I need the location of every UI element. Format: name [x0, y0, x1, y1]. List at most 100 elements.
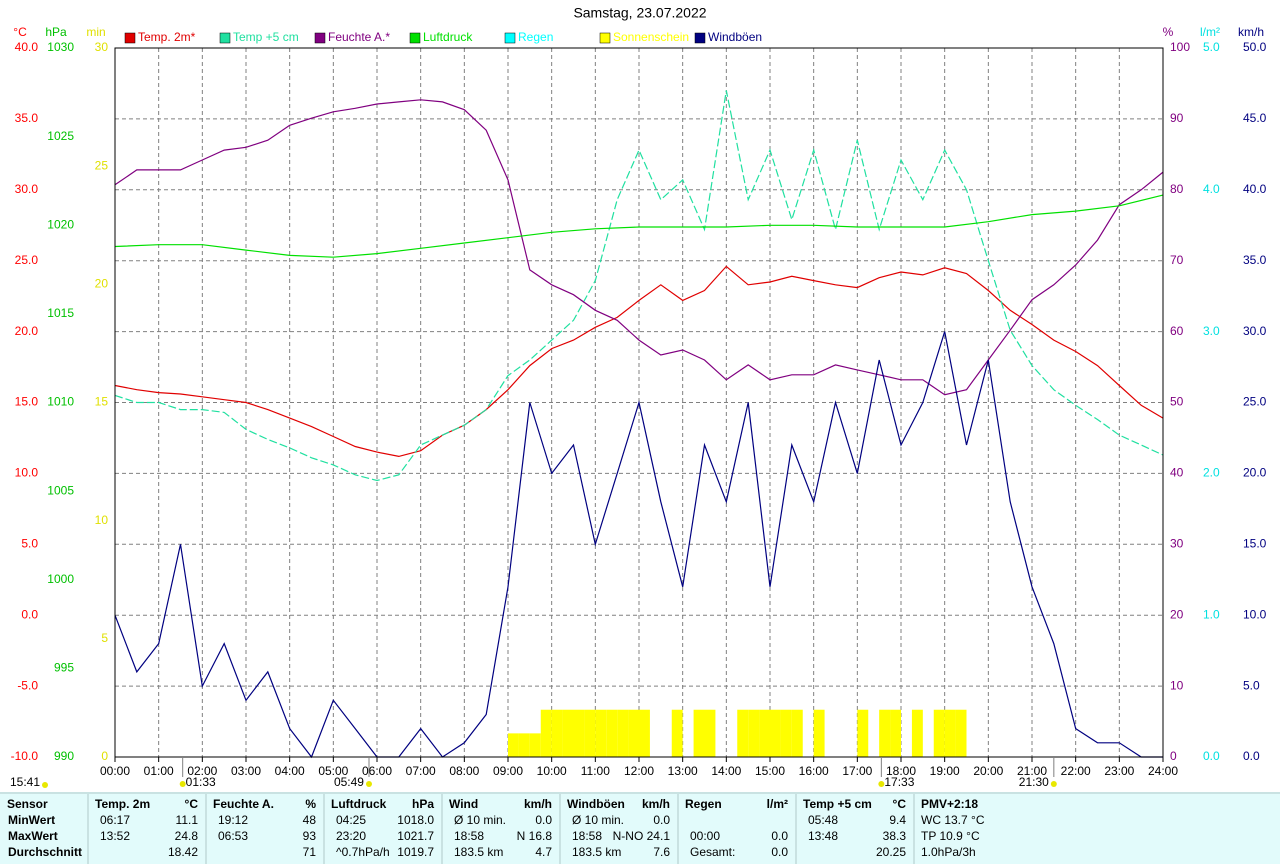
marker-icon	[365, 781, 372, 787]
sunshine-bar	[584, 709, 596, 757]
x-tick-label: 00:00	[100, 764, 130, 778]
table-background	[0, 792, 1280, 864]
y-tick-label: 25.0	[15, 253, 39, 267]
table-cell: 1018.0	[397, 813, 434, 827]
y-tick-label: 1.0	[1203, 607, 1220, 621]
y-tick-label: 1025	[47, 129, 74, 143]
y-tick-label: 20.0	[1243, 466, 1267, 480]
y-tick-label: 25.0	[1243, 395, 1267, 409]
y-tick-label: 50.0	[1243, 40, 1267, 54]
table-cell: MinWert	[8, 813, 55, 827]
x-tick-label: 06:00	[362, 764, 392, 778]
y-tick-label: -5.0	[17, 678, 38, 692]
marker-label: 01:33	[186, 775, 216, 789]
sunshine-bar	[606, 709, 618, 757]
y-tick-label: 35.0	[1243, 253, 1267, 267]
legend-label: Feuchte A.*	[328, 30, 390, 44]
table-cell: 23:20	[336, 829, 366, 843]
background	[0, 0, 1280, 792]
y-tick-label: 15.0	[15, 395, 39, 409]
table-cell: 13:52	[100, 829, 130, 843]
y-tick-label: -10.0	[11, 749, 39, 763]
table-header: Windböen	[567, 797, 625, 811]
y-tick-label: 30.0	[1243, 324, 1267, 338]
sunshine-bar	[879, 709, 891, 757]
table-header: Luftdruck	[331, 797, 387, 811]
table-cell: 1019.7	[397, 845, 434, 859]
table-cell: 18.42	[168, 845, 198, 859]
sunshine-bar	[693, 709, 705, 757]
sunshine-bar	[813, 709, 825, 757]
x-tick-label: 17:00	[842, 764, 872, 778]
legend-label: Luftdruck	[423, 30, 473, 44]
y-tick-label: 60	[1170, 324, 1184, 338]
table-header: °C	[893, 797, 907, 811]
sunshine-bar	[628, 709, 639, 757]
x-tick-label: 24:00	[1148, 764, 1178, 778]
marker-icon	[878, 781, 885, 787]
axis-unit: °C	[13, 25, 27, 39]
x-tick-label: 22:00	[1061, 764, 1091, 778]
timestamp: 15:41	[10, 775, 40, 789]
axis-unit: l/m²	[1200, 25, 1220, 39]
table-header: Temp. 2m	[95, 797, 150, 811]
x-tick-label: 09:00	[493, 764, 523, 778]
y-tick-label: 5	[101, 631, 108, 645]
x-tick-label: 13:00	[668, 764, 698, 778]
table-cell: 1021.7	[397, 829, 434, 843]
sunshine-bar	[890, 709, 901, 757]
y-tick-label: 90	[1170, 111, 1184, 125]
table-cell: 0.0	[771, 829, 788, 843]
sunshine-bar	[617, 709, 629, 757]
sunshine-bar	[748, 709, 760, 757]
y-tick-label: 15	[95, 395, 109, 409]
y-tick-label: 40	[1170, 466, 1184, 480]
y-tick-label: 10.0	[15, 466, 39, 480]
sunshine-bar	[671, 709, 683, 757]
sunshine-bar	[551, 709, 563, 757]
x-tick-label: 11:00	[581, 764, 610, 778]
sunshine-bar	[791, 709, 803, 757]
y-tick-label: 1020	[47, 217, 74, 231]
axis-unit: hPa	[45, 25, 67, 39]
table-cell: Ø 10 min.	[454, 813, 506, 827]
table-cell: 0.0	[653, 813, 670, 827]
x-tick-label: 02:00	[187, 764, 217, 778]
y-tick-label: 1010	[47, 395, 74, 409]
marker-label: 17:33	[884, 775, 914, 789]
table-cell: N 16.8	[517, 829, 553, 843]
sunshine-bar	[573, 709, 585, 757]
y-tick-label: 70	[1170, 253, 1184, 267]
table-cell: 19:12	[218, 813, 248, 827]
marker-label: 21:30	[1019, 775, 1049, 789]
x-tick-label: 14:00	[711, 764, 741, 778]
sunshine-bar	[759, 709, 770, 757]
legend-swatch	[694, 32, 706, 44]
y-tick-label: 35.0	[15, 111, 39, 125]
series-line	[114, 265, 1164, 458]
table-cell: 05:48	[808, 813, 838, 827]
table-cell: 48	[303, 813, 317, 827]
y-tick-label: 990	[54, 749, 74, 763]
marker-icon	[1050, 781, 1057, 787]
y-tick-label: 20	[95, 277, 109, 291]
series-line	[114, 90, 1164, 482]
legend-label: Sonnenschein	[613, 30, 689, 44]
x-tick-label: 01:00	[144, 764, 174, 778]
table-cell: 20.25	[876, 845, 906, 859]
sunshine-bar	[704, 709, 716, 757]
sunshine-bar	[780, 709, 792, 757]
marker-icon	[179, 781, 186, 787]
x-tick-label: 18:00	[886, 764, 916, 778]
table-header: PMV+2:18	[921, 797, 978, 811]
series-line	[114, 331, 1163, 759]
sunshine-bar	[770, 709, 781, 757]
y-tick-label: 30	[1170, 536, 1184, 550]
table-header: Feuchte A.	[213, 797, 274, 811]
legend-swatch	[504, 32, 516, 44]
table-cell: Ø 10 min.	[572, 813, 624, 827]
sunshine-bar	[911, 709, 923, 757]
table-cell: 00:00	[690, 829, 720, 843]
x-tick-label: 07:00	[406, 764, 436, 778]
